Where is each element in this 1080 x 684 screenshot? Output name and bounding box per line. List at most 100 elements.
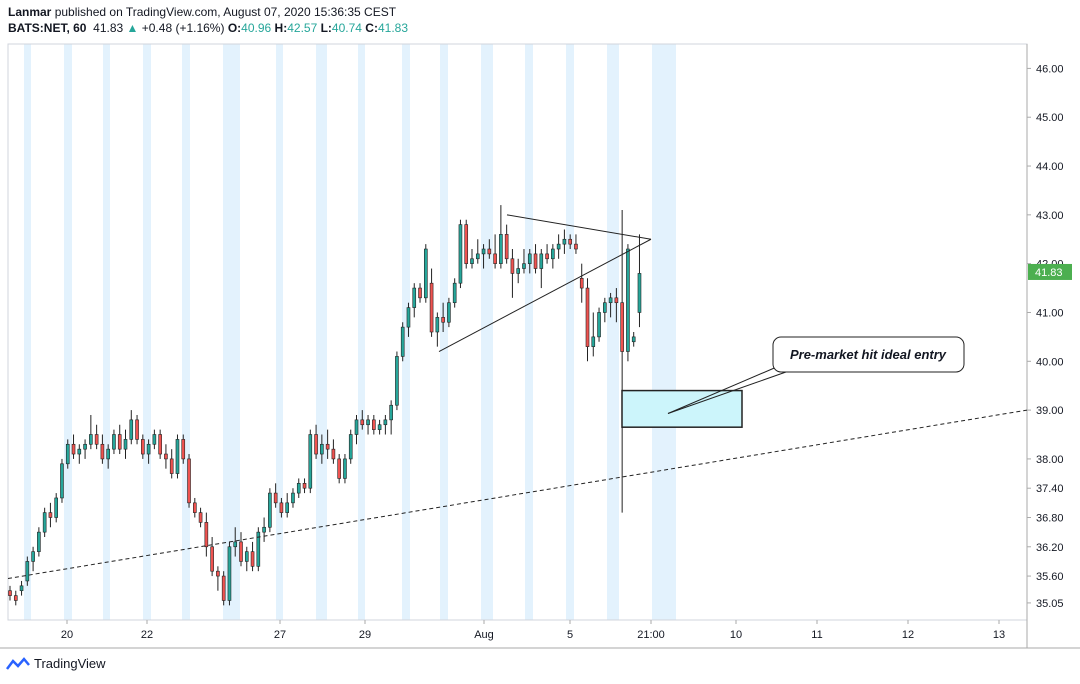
candle-body bbox=[383, 419, 388, 426]
candle-body bbox=[597, 312, 601, 338]
candle bbox=[527, 249, 532, 274]
candle-body bbox=[608, 297, 613, 304]
publish-line: Lanmar published on TradingView.com, Aug… bbox=[8, 4, 408, 20]
candle bbox=[31, 546, 35, 572]
candle-body bbox=[164, 453, 168, 460]
candle bbox=[603, 297, 607, 323]
candle-body bbox=[193, 502, 197, 513]
candle-body bbox=[343, 458, 347, 479]
candle bbox=[296, 478, 301, 498]
candle bbox=[377, 419, 382, 435]
candle bbox=[516, 258, 521, 284]
candle-body bbox=[210, 546, 214, 572]
candle bbox=[556, 234, 561, 259]
candle bbox=[418, 283, 422, 303]
candle bbox=[158, 429, 162, 459]
candle-body bbox=[372, 419, 376, 430]
candle bbox=[551, 244, 555, 269]
candle-body bbox=[262, 526, 266, 533]
candle bbox=[458, 219, 463, 289]
x-tick-label: 11 bbox=[811, 629, 822, 641]
session-band bbox=[182, 44, 190, 620]
candle-body bbox=[527, 253, 532, 264]
session-band bbox=[566, 44, 574, 620]
candle-body bbox=[533, 253, 538, 269]
candle bbox=[320, 434, 324, 464]
candle-body bbox=[354, 419, 359, 435]
candle-body bbox=[233, 541, 238, 548]
candle-body bbox=[499, 234, 503, 264]
x-tick-label: 29 bbox=[359, 629, 371, 641]
candle bbox=[493, 234, 497, 269]
y-tick-label: 46.00 bbox=[1036, 63, 1064, 75]
low-value: 40.74 bbox=[331, 21, 362, 35]
high-label: H: bbox=[274, 21, 288, 35]
candle bbox=[435, 312, 440, 347]
candle bbox=[175, 434, 180, 479]
candle bbox=[348, 429, 353, 464]
triangle-lower-line bbox=[438, 238, 652, 352]
y-tick-label: 37.40 bbox=[1036, 483, 1064, 495]
candle bbox=[13, 590, 18, 606]
candle-body bbox=[65, 443, 70, 465]
candle bbox=[268, 488, 272, 533]
candle bbox=[574, 234, 578, 254]
candle-body bbox=[54, 497, 59, 518]
close-label: C: bbox=[365, 21, 378, 35]
candle bbox=[423, 244, 428, 303]
candle bbox=[89, 414, 93, 450]
candle bbox=[141, 434, 145, 459]
candle bbox=[331, 439, 336, 464]
candle-body bbox=[377, 424, 382, 430]
candle bbox=[487, 239, 492, 259]
open-value: 40.96 bbox=[241, 21, 272, 35]
candle-body bbox=[250, 551, 255, 567]
y-tick-label: 35.05 bbox=[1036, 598, 1064, 610]
symbol-label: BATS:NET, 60 bbox=[8, 21, 87, 35]
candle-body bbox=[141, 439, 145, 455]
candle-body bbox=[175, 439, 180, 474]
candle-body bbox=[60, 463, 64, 499]
x-tick-label: 21:00 bbox=[637, 629, 665, 641]
tradingview-footer[interactable]: TradingView bbox=[6, 656, 106, 671]
candle bbox=[169, 449, 174, 479]
candle-body bbox=[302, 483, 307, 489]
candle bbox=[499, 205, 503, 269]
candle-body bbox=[337, 458, 341, 479]
candle bbox=[522, 249, 526, 274]
candle bbox=[360, 410, 365, 430]
candle-body bbox=[244, 551, 249, 562]
y-tick-label: 36.80 bbox=[1036, 512, 1064, 524]
candle-body bbox=[475, 253, 480, 260]
candle-body bbox=[331, 448, 336, 460]
callout-pointer-2 bbox=[667, 371, 787, 414]
candle bbox=[256, 527, 261, 572]
candle bbox=[400, 322, 405, 362]
session-band bbox=[481, 44, 493, 620]
author-name[interactable]: Lanmar bbox=[8, 5, 52, 19]
candle bbox=[117, 424, 122, 455]
session-band bbox=[440, 44, 448, 620]
x-tick-label: 27 bbox=[274, 629, 286, 641]
candle-body bbox=[418, 287, 422, 299]
candle-body bbox=[360, 419, 365, 426]
y-tick-label: 41.00 bbox=[1036, 307, 1064, 319]
low-label: L: bbox=[320, 21, 332, 35]
candle bbox=[279, 497, 284, 518]
candle bbox=[227, 541, 232, 606]
x-tick-label: 12 bbox=[902, 629, 914, 641]
candle bbox=[337, 454, 341, 484]
candle-body bbox=[389, 404, 393, 421]
candle-body bbox=[89, 434, 93, 445]
candle-body bbox=[279, 502, 284, 513]
candle-body bbox=[158, 434, 162, 455]
candle bbox=[504, 224, 509, 264]
session-band bbox=[276, 44, 283, 620]
candle bbox=[302, 478, 307, 494]
up-arrow-icon: ▲ bbox=[126, 21, 139, 35]
current-price-label: 41.83 bbox=[1035, 267, 1063, 279]
candle-body bbox=[603, 302, 607, 313]
candle-body bbox=[13, 595, 18, 601]
candle bbox=[83, 439, 87, 459]
